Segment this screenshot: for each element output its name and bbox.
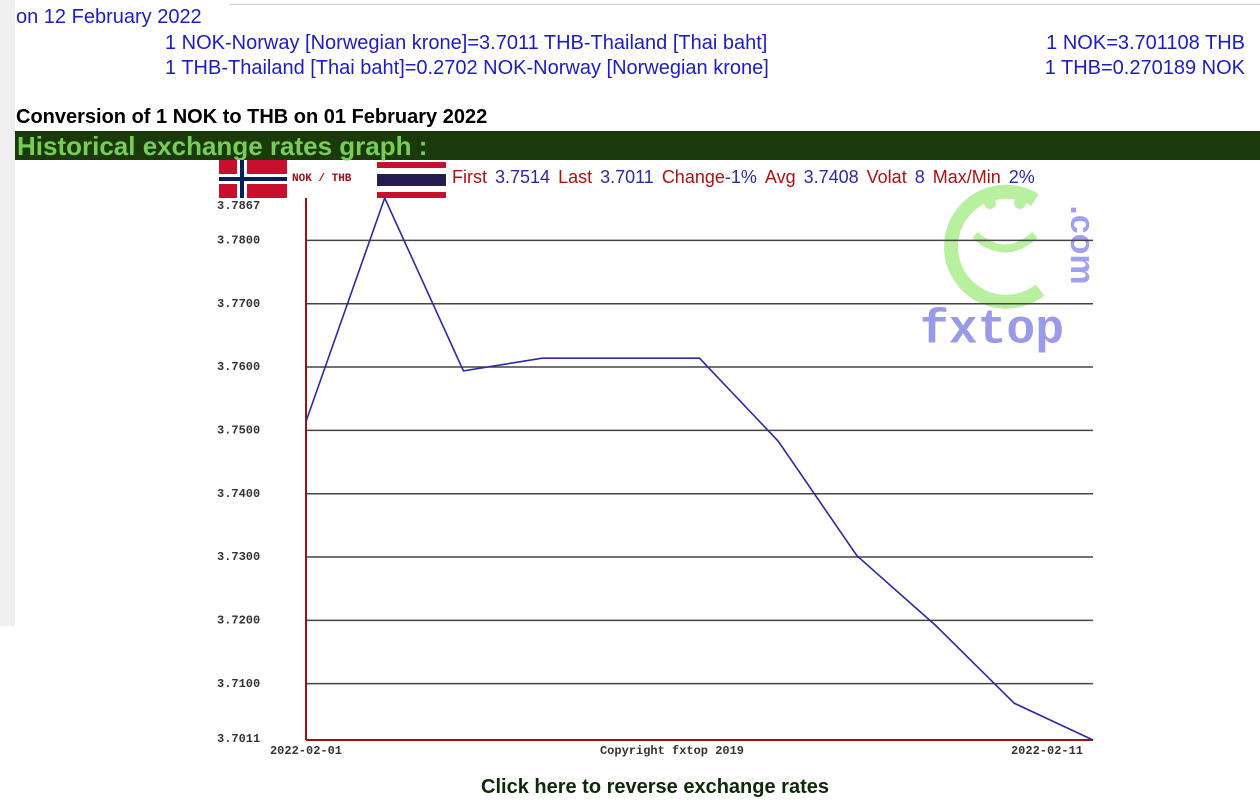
y-tick-label: 3.7011 xyxy=(217,732,260,746)
rate-line: 1 THB-Thailand [Thai baht]=0.2702 NOK-No… xyxy=(165,57,769,79)
rate-line: 1 NOK-Norway [Norwegian krone]=3.7011 TH… xyxy=(165,32,768,54)
x-tick-label: 2022-02-01 xyxy=(270,744,342,758)
graph-banner: Historical exchange rates graph : xyxy=(15,131,1260,161)
rate-line: 1 NOK=3.701108 THB xyxy=(1046,32,1245,54)
reverse-link[interactable]: Click here to reverse exchange rates xyxy=(481,776,829,798)
pair-label: NOK / THB xyxy=(292,173,352,185)
y-tick-label: 3.7700 xyxy=(217,297,260,311)
graph-banner-text: Historical exchange rates graph : xyxy=(17,131,428,161)
rate-line xyxy=(305,195,1094,741)
copyright: Copyright fxtop 2019 xyxy=(600,744,744,758)
watermark: fxtop xyxy=(920,304,1064,358)
stat-value: 3.7011 xyxy=(600,167,654,187)
flag-norway xyxy=(219,160,287,198)
y-tick-label: 3.7300 xyxy=(217,550,260,564)
date-line: on 12 February 2022 xyxy=(16,6,202,28)
stat-value: 3.7408 xyxy=(804,167,859,187)
stat-value: 3.7514 xyxy=(495,167,550,187)
stat-label: Last xyxy=(558,167,592,187)
stat-label: Avg xyxy=(765,167,796,187)
y-tick-label: 3.7500 xyxy=(217,424,260,438)
y-tick-label: 3.7600 xyxy=(217,360,260,374)
stat-value: 8 xyxy=(915,167,925,187)
watermark-logo xyxy=(944,184,1045,309)
stat-label: Max/Min xyxy=(933,167,1001,187)
y-tick-label: 3.7100 xyxy=(217,677,260,691)
frame-edge xyxy=(230,0,1260,5)
y-tick-label: 3.7867 xyxy=(217,199,260,213)
side-strip xyxy=(0,0,15,626)
stat-label: Change xyxy=(662,167,725,187)
stat-label: Volat xyxy=(867,167,907,187)
stat-label: First xyxy=(452,167,487,187)
x-tick-label: 2022-02-11 xyxy=(1011,744,1083,758)
y-tick-label: 3.7400 xyxy=(217,487,260,501)
flag-thailand xyxy=(377,162,446,198)
y-tick-label: 3.7800 xyxy=(217,234,260,248)
stats-legend: First 3.7514 Last 3.7011 Change-1% Avg 3.7408 V… xyxy=(452,167,1035,187)
y-tick-label: 3.7200 xyxy=(217,614,260,628)
stat-value: 2% xyxy=(1009,167,1035,187)
conversion-title: Conversion of 1 NOK to THB on 01 Februar… xyxy=(16,106,488,128)
rate-line: 1 THB=0.270189 NOK xyxy=(1044,57,1245,79)
stat-value: -1% xyxy=(725,167,757,187)
watermark-suffix: .com xyxy=(1063,205,1101,284)
